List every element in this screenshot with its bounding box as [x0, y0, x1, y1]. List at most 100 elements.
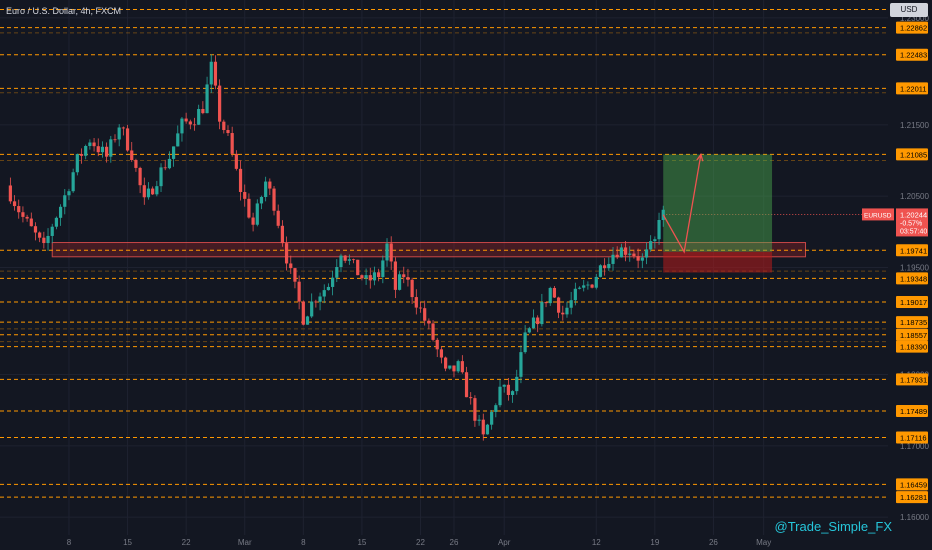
- candle-body: [88, 142, 92, 147]
- countdown-label: 03:57:40: [900, 228, 927, 235]
- candle-body: [109, 139, 113, 157]
- candle-body: [71, 172, 75, 192]
- symbol-tag-label: EURUSD: [864, 212, 892, 219]
- level-tag: [896, 404, 928, 417]
- candle-body: [46, 235, 50, 244]
- candle-body: [17, 206, 21, 213]
- level-tag-label: 1.19741: [900, 246, 927, 255]
- time-tick-label: 15: [123, 538, 132, 547]
- time-tick-label: May: [756, 538, 771, 547]
- candle-body: [431, 323, 435, 340]
- time-tick-label: 15: [357, 538, 366, 547]
- projection-arrowhead: [696, 152, 704, 162]
- level-tag: [896, 373, 928, 386]
- candle-body: [21, 212, 25, 217]
- watermark: @Trade_Simple_FX: [774, 519, 892, 534]
- candle-body: [318, 296, 322, 302]
- candle-body: [201, 108, 205, 114]
- candle-body: [368, 275, 372, 281]
- time-tick-label: 26: [709, 538, 718, 547]
- candle-body: [205, 84, 209, 114]
- candle-body: [218, 85, 222, 122]
- candle-body: [159, 167, 163, 187]
- candle-body: [423, 308, 427, 321]
- candle-body: [628, 253, 632, 255]
- level-tag: [896, 491, 928, 504]
- candle-body: [92, 142, 96, 147]
- candle-body: [264, 181, 268, 198]
- candle-body: [163, 167, 167, 169]
- candle-body: [582, 285, 586, 288]
- candle-body: [644, 249, 649, 258]
- level-tag: [896, 21, 928, 34]
- level-tag: [896, 82, 928, 95]
- time-tick-label: 8: [301, 538, 306, 547]
- candle-body: [377, 272, 381, 278]
- candle-body: [54, 217, 59, 227]
- level-lines-layer: [0, 9, 888, 498]
- candle-body: [544, 302, 548, 304]
- candle-body: [527, 328, 531, 333]
- currency-badge[interactable]: USD: [890, 3, 928, 17]
- candle-body: [536, 317, 540, 325]
- candle-body: [96, 146, 100, 153]
- price-axis: 1.230001.215001.205001.195001.180001.170…: [862, 3, 929, 522]
- candle-body: [12, 201, 17, 207]
- candle-body: [67, 191, 71, 196]
- candle-body: [490, 411, 494, 425]
- candle-body: [485, 424, 490, 435]
- candle-body: [100, 146, 105, 153]
- level-tag: [896, 244, 928, 257]
- candle-body: [477, 419, 481, 421]
- candle-body: [105, 146, 109, 157]
- candle-body: [586, 284, 590, 286]
- candle-body: [188, 121, 192, 125]
- candle-body: [289, 263, 293, 269]
- candle-body: [590, 284, 594, 288]
- level-tag-label: 1.17116: [900, 434, 927, 443]
- price-tick-label: 1.16000: [900, 513, 929, 522]
- candle-body: [444, 357, 448, 369]
- price-tick-label: 1.21500: [900, 121, 929, 130]
- level-tag-label: 1.18390: [900, 343, 927, 352]
- candle-body: [598, 265, 603, 277]
- level-tag: [896, 295, 928, 308]
- candle-body: [360, 275, 364, 279]
- candle-body: [50, 226, 54, 236]
- candle-body: [171, 146, 176, 159]
- candle-body: [640, 257, 644, 261]
- level-tag: [896, 328, 928, 341]
- price-tick-label: 1.20500: [900, 192, 929, 201]
- current-price-tag: [896, 208, 928, 237]
- level-tag-label: 1.22483: [900, 51, 927, 60]
- candle-body: [569, 300, 573, 308]
- candle-body: [519, 352, 523, 377]
- candle-body: [343, 255, 347, 261]
- candle-body: [284, 243, 289, 264]
- candle-body: [79, 154, 84, 156]
- candle-body: [197, 108, 201, 125]
- candle-body: [649, 241, 653, 250]
- candle-body: [243, 191, 247, 199]
- candle-body: [8, 185, 12, 202]
- candle-body: [611, 254, 615, 264]
- candle-body: [418, 307, 423, 309]
- candle-body: [335, 267, 339, 278]
- level-tag: [896, 316, 928, 329]
- candle-body: [25, 216, 29, 219]
- candle-body: [435, 339, 439, 350]
- candle-body: [603, 265, 607, 269]
- candle-body: [305, 316, 310, 325]
- level-tag: [896, 478, 928, 491]
- candle-body: [623, 247, 628, 255]
- candle-body: [515, 376, 519, 392]
- candle-body: [607, 263, 611, 269]
- current-price-label: 1.20244: [900, 210, 927, 219]
- level-tag-label: 1.19348: [900, 274, 927, 283]
- level-tag: [896, 48, 928, 61]
- candle-body: [130, 150, 134, 160]
- candle-body: [565, 307, 569, 315]
- candle-body: [151, 188, 155, 195]
